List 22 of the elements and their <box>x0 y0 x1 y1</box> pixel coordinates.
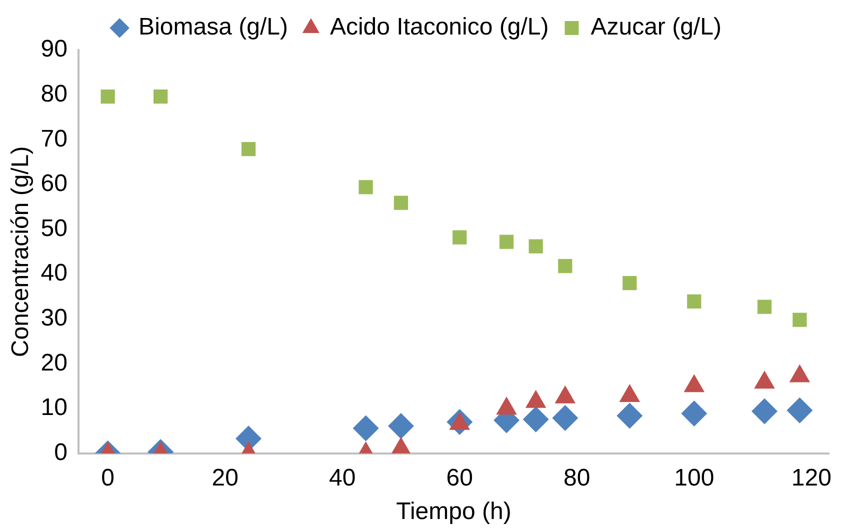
legend-label: Biomasa (g/L) <box>138 14 288 41</box>
y-tick-label: 0 <box>54 439 68 466</box>
x-tick-label: 20 <box>212 464 238 492</box>
x-tick-label: 80 <box>564 464 590 492</box>
x-axis-title: Tiempo (h) <box>396 498 512 526</box>
y-axis-title: Concentración (g/L) <box>7 146 34 358</box>
y-tick-label: 40 <box>40 260 68 287</box>
y-tick-label: 60 <box>40 170 68 198</box>
x-tick-label: 100 <box>674 464 714 492</box>
y-tick-label: 50 <box>40 214 68 242</box>
y-tick-label: 20 <box>40 349 68 376</box>
legend-label: Azucar (g/L) <box>590 14 722 41</box>
y-tick-label: 90 <box>40 36 68 63</box>
y-tick-label: 70 <box>40 125 68 152</box>
x-tick-label: 40 <box>328 464 356 492</box>
x-tick-label: 60 <box>446 464 473 492</box>
x-tick-label: 0 <box>101 464 114 492</box>
y-tick-label: 10 <box>40 394 68 422</box>
y-tick-label: 30 <box>40 304 68 332</box>
y-tick-label: 80 <box>40 80 68 108</box>
x-tick-label: 120 <box>791 464 832 492</box>
legend-label: Acido Itaconico (g/L) <box>330 14 549 41</box>
